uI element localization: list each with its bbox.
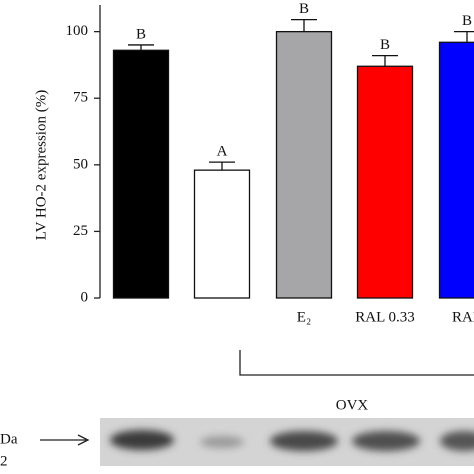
x-tick-label: RAL 0.33 [355, 309, 414, 325]
y-tick-label: 25 [73, 223, 88, 239]
significance-letter: B [299, 1, 309, 17]
blot-arrow [40, 434, 90, 446]
y-tick-label: 0 [81, 289, 89, 305]
bar [112, 49, 170, 299]
y-tick-label: 100 [66, 23, 89, 39]
ovx-bracket [239, 350, 474, 376]
y-tick-label: 50 [73, 156, 88, 172]
y-axis-label: LV HO-2 expression (%) [33, 90, 49, 240]
x-tick-label: RAL [452, 309, 474, 325]
blot-label: Da [0, 431, 18, 447]
y-tick-label: 75 [73, 90, 88, 106]
plot-area: 0 25 50 75 100 B A B E₂ B RAL 0.33 B RAL [66, 1, 474, 325]
significance-letter: A [217, 144, 228, 160]
bar [193, 169, 251, 299]
significance-letter: B [380, 37, 390, 53]
blot-bands [110, 430, 474, 451]
x-tick-label: E₂ [297, 309, 311, 325]
bar [356, 65, 414, 299]
significance-letter: B [462, 13, 472, 29]
significance-letter: B [136, 26, 146, 42]
bar [275, 30, 333, 299]
bar [438, 41, 474, 299]
group-label: OVX [336, 397, 369, 413]
blot-label: 2 [0, 453, 8, 469]
